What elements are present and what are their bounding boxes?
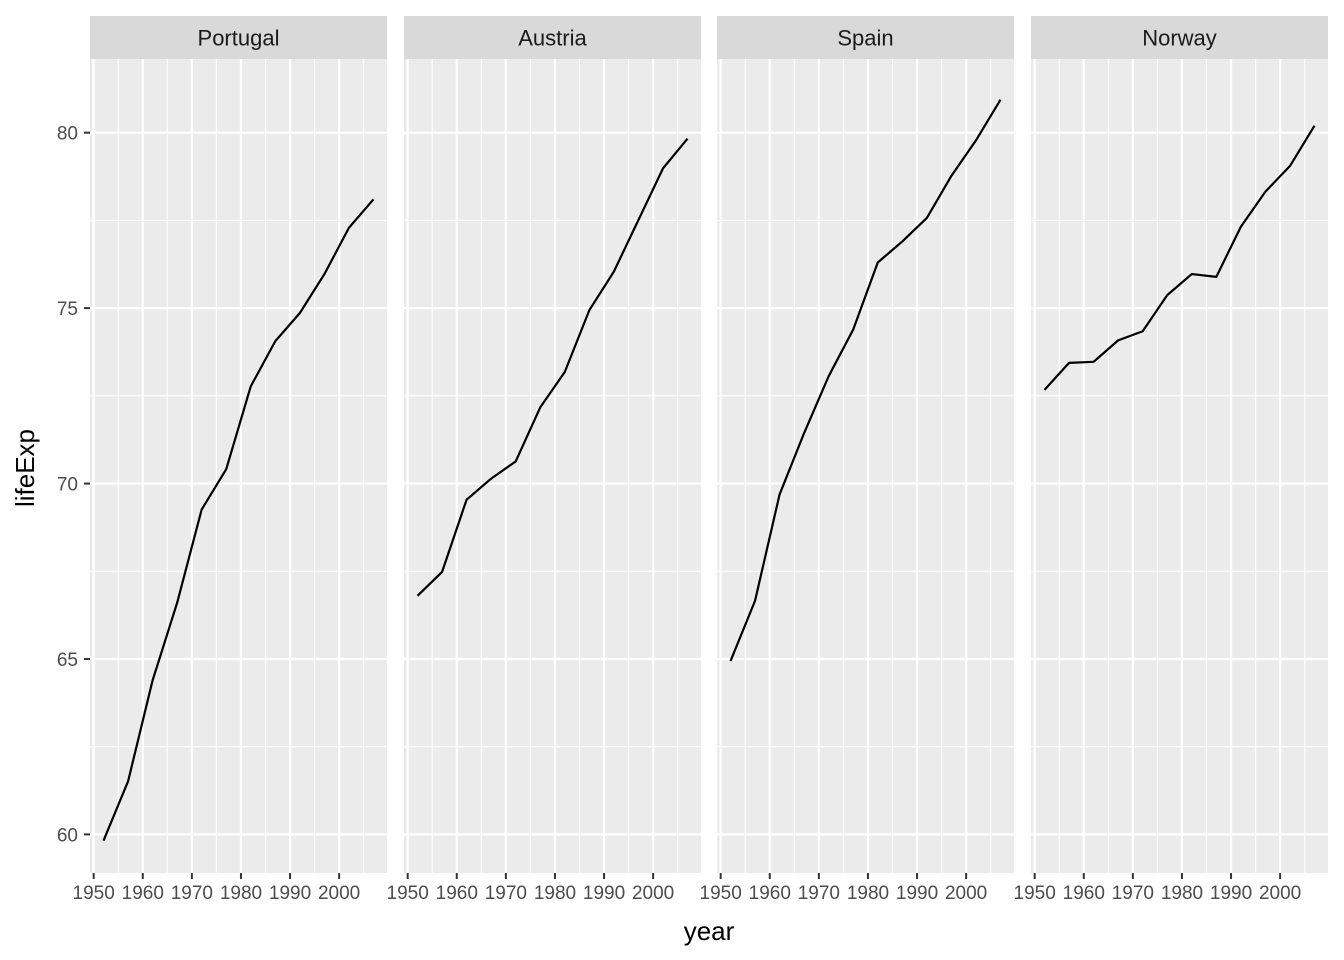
y-tick-label: 75 [57, 299, 78, 320]
series-line-spain [729, 99, 1002, 662]
y-tick-label: 80 [57, 124, 78, 145]
x-tick-label: 1970 [798, 883, 840, 904]
x-tick-label: 1980 [847, 883, 889, 904]
facet-panel-austria: Austria 1950 1960 1970 1980 1990 2000 [387, 16, 701, 904]
x-tick-label: 1970 [485, 883, 527, 904]
x-tick-label: 1980 [220, 883, 262, 904]
x-tick-label: 1950 [1014, 883, 1056, 904]
x-tick-label: 1990 [896, 883, 938, 904]
y-axis: 60 65 70 75 80 [57, 124, 90, 846]
x-tick-label: 1960 [1063, 883, 1105, 904]
y-tick-label: 70 [57, 475, 78, 496]
facet-strip-label: Portugal [198, 26, 280, 51]
x-tick-label: 1950 [700, 883, 742, 904]
x-tick-label: 1970 [1112, 883, 1154, 904]
x-tick-label: 1990 [583, 883, 625, 904]
x-tick-label: 1960 [749, 883, 791, 904]
x-tick-label: 1980 [1161, 883, 1203, 904]
x-tick-label: 1990 [269, 883, 311, 904]
x-tick-label: 1950 [73, 883, 115, 904]
x-tick-label: 2000 [945, 883, 987, 904]
facet-strip-label: Norway [1142, 26, 1217, 51]
x-tick-label: 1950 [387, 883, 429, 904]
y-tick-label: 60 [57, 825, 78, 846]
x-tick-label: 2000 [318, 883, 360, 904]
facet-strip [90, 16, 387, 59]
facet-strip [717, 16, 1014, 59]
x-axis-title: year [684, 916, 735, 946]
x-tick-label: 1990 [1210, 883, 1252, 904]
facet-strip-label: Spain [837, 26, 893, 51]
x-tick-label: 1970 [171, 883, 213, 904]
series-line-portugal [102, 198, 375, 842]
facet-panel-spain: Spain 1950 1960 1970 1980 1990 2000 [700, 16, 1014, 904]
x-tick-label: 1980 [534, 883, 576, 904]
y-tick-label: 65 [57, 650, 78, 671]
facet-strip [404, 16, 701, 59]
series-line-norway [1043, 125, 1316, 391]
y-axis-title: lifeExp [10, 429, 40, 507]
facet-panel-norway: Norway 1950 1960 1970 1980 1990 2000 [1014, 16, 1328, 904]
x-tick-label: 2000 [632, 883, 674, 904]
series-line-austria [416, 137, 689, 597]
x-tick-label: 2000 [1259, 883, 1301, 904]
panels-layer: Portugal 1950 1960 1970 1980 1990 2000 Austria 1… [73, 16, 1328, 904]
facet-strip [1031, 16, 1328, 59]
x-tick-label: 1960 [122, 883, 164, 904]
x-tick-label: 1960 [436, 883, 478, 904]
panel-background [1031, 59, 1328, 873]
facet-panel-portugal: Portugal 1950 1960 1970 1980 1990 2000 [73, 16, 387, 904]
panel-background [717, 59, 1014, 873]
facet-strip-label: Austria [518, 26, 587, 51]
